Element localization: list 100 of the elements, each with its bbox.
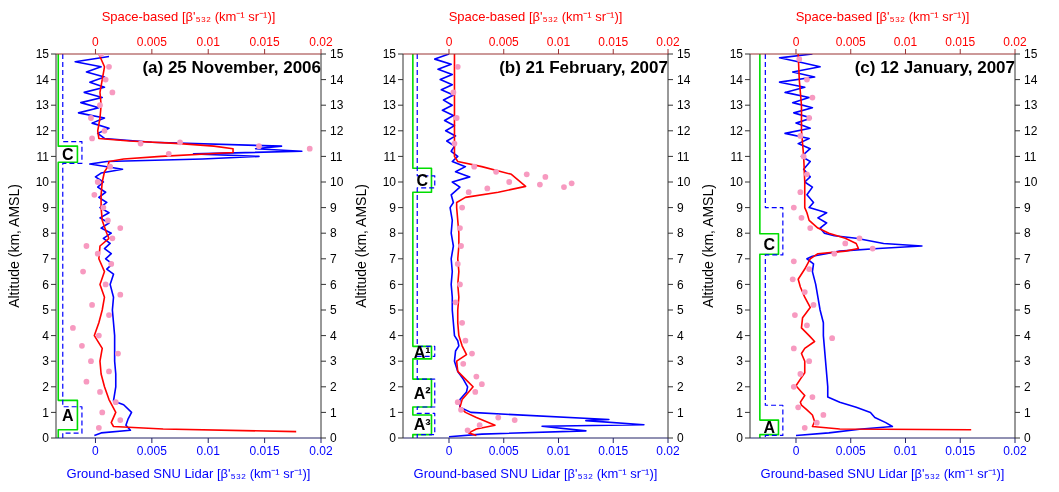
y2-tick-label: 1 [677, 405, 684, 420]
y-tick-label: 1 [42, 405, 50, 420]
y-tick-label: 14 [729, 72, 744, 87]
x2-axis-title: Space-based [β'₅₃₂ (km⁻¹ sr⁻¹)] [101, 9, 276, 25]
y2-tick-label: 7 [330, 252, 337, 267]
y2-tick-label: 11 [677, 149, 690, 164]
y-tick-label: 11 [36, 149, 50, 164]
y-tick-label: 9 [389, 200, 397, 215]
y-tick-label: 6 [389, 277, 397, 292]
y2-tick-label: 8 [330, 226, 337, 241]
x-tick-label: 0.005 [835, 35, 867, 49]
x2-tick-label: 0.02 [1003, 443, 1027, 458]
x2-tick-label: 0 [92, 443, 100, 458]
y-tick-label: 9 [736, 200, 744, 215]
x-axis-title: Ground-based SNU Lidar [β'₅₃₂ (km⁻¹ sr⁻¹)] [413, 466, 658, 481]
y-tick-label: 10 [382, 175, 397, 190]
y2-tick-label: 9 [677, 200, 684, 215]
y2-tick-label: 3 [677, 354, 684, 369]
y-tick-label: 2 [736, 380, 744, 395]
y-tick-label: 6 [42, 277, 50, 292]
x-tick-label: 0.015 [249, 35, 280, 49]
x2-axis-title: Space-based [β'₅₃₂ (km⁻¹ sr⁻¹)] [795, 9, 970, 25]
y-tick-label: 15 [382, 47, 397, 62]
y2-tick-label: 0 [1024, 431, 1031, 446]
y-tick-label: 9 [42, 200, 50, 215]
y-tick-label: 7 [389, 252, 397, 267]
y-tick-label: 13 [729, 98, 744, 113]
y2-tick-label: 14 [1024, 72, 1038, 87]
y2-tick-label: 8 [677, 226, 684, 241]
annotation: C [416, 171, 429, 189]
x-tick-label: 0.01 [546, 35, 571, 49]
y-tick-label: 0 [389, 431, 397, 446]
y-tick-label: 12 [35, 124, 50, 139]
y-tick-label: 5 [42, 303, 50, 318]
y2-tick-label: 6 [677, 277, 684, 292]
x2-tick-label: 0.01 [546, 443, 571, 458]
y2-tick-label: 5 [677, 303, 684, 318]
y2-tick-label: 15 [677, 47, 691, 62]
y-tick-label: 7 [42, 252, 50, 267]
x-axis-title: Ground-based SNU Lidar [β'₅₃₂ (km⁻¹ sr⁻¹)] [760, 466, 1005, 481]
x-tick-label: 0 [792, 35, 800, 49]
y2-tick-label: 10 [1024, 175, 1038, 190]
y2-tick-label: 2 [677, 380, 684, 395]
y2-tick-label: 9 [330, 200, 337, 215]
y-tick-label: 5 [389, 303, 397, 318]
y2-tick-label: 11 [1024, 149, 1037, 164]
y2-tick-label: 7 [1024, 252, 1031, 267]
y-tick-label: 2 [42, 380, 50, 395]
y-tick-label: 13 [35, 98, 50, 113]
x2-axis-title: Space-based [β'₅₃₂ (km⁻¹ sr⁻¹)] [448, 9, 623, 25]
x2-tick-label: 0 [792, 443, 800, 458]
x-tick-label: 0.02 [309, 35, 333, 49]
y-tick-label: 15 [35, 47, 50, 62]
chart-title: (b) 21 February, 2007 [499, 58, 668, 78]
x-tick-label: 0.01 [893, 35, 918, 49]
y-tick-label: 0 [42, 431, 50, 446]
annotation: A [62, 406, 75, 424]
y2-tick-label: 3 [1024, 354, 1031, 369]
x2-tick-label: 0.02 [309, 443, 333, 458]
x2-tick-label: 0.02 [656, 443, 680, 458]
y-tick-label: 14 [382, 72, 397, 87]
y2-tick-label: 2 [330, 380, 337, 395]
y-tick-label: 3 [389, 354, 397, 369]
y-tick-label: 13 [382, 98, 397, 113]
y-tick-label: 10 [35, 175, 50, 190]
y-tick-label: 8 [42, 226, 50, 241]
y2-tick-label: 6 [1024, 277, 1031, 292]
x-tick-label: 0 [445, 35, 453, 49]
y2-tick-label: 13 [677, 98, 691, 113]
y2-tick-label: 12 [330, 124, 344, 139]
y-tick-label: 15 [729, 47, 744, 62]
y2-tick-label: 13 [330, 98, 344, 113]
y-tick-label: 8 [736, 226, 744, 241]
chart-title: (a) 25 November, 2006 [142, 58, 321, 78]
x-tick-label: 0.005 [136, 35, 168, 49]
annotation: C [763, 235, 776, 253]
x-tick-label: 0.02 [1003, 35, 1027, 49]
y-tick-label: 11 [730, 149, 744, 164]
annotation: A [763, 419, 776, 437]
y-tick-label: 7 [736, 252, 744, 267]
annotation: C [62, 145, 75, 163]
y2-tick-label: 13 [1024, 98, 1038, 113]
x2-tick-label: 0.005 [488, 443, 520, 458]
y-tick-label: 6 [736, 277, 744, 292]
line-series [759, 54, 780, 438]
y2-tick-label: 1 [1024, 405, 1031, 420]
y2-tick-label: 0 [330, 431, 337, 446]
y2-tick-label: 15 [1024, 47, 1038, 62]
y2-tick-label: 11 [330, 149, 343, 164]
x-tick-label: 0 [92, 35, 100, 49]
line-series [62, 54, 83, 438]
x2-tick-label: 0.015 [249, 443, 280, 458]
annotation: A² [413, 384, 431, 402]
x2-tick-label: 0.005 [835, 443, 867, 458]
y-tick-label: 4 [42, 328, 50, 343]
x-tick-label: 0.015 [598, 35, 629, 49]
y-tick-label: 8 [389, 226, 397, 241]
y-tick-label: 12 [382, 124, 397, 139]
y-tick-label: 10 [729, 175, 744, 190]
y-tick-label: 4 [736, 328, 744, 343]
